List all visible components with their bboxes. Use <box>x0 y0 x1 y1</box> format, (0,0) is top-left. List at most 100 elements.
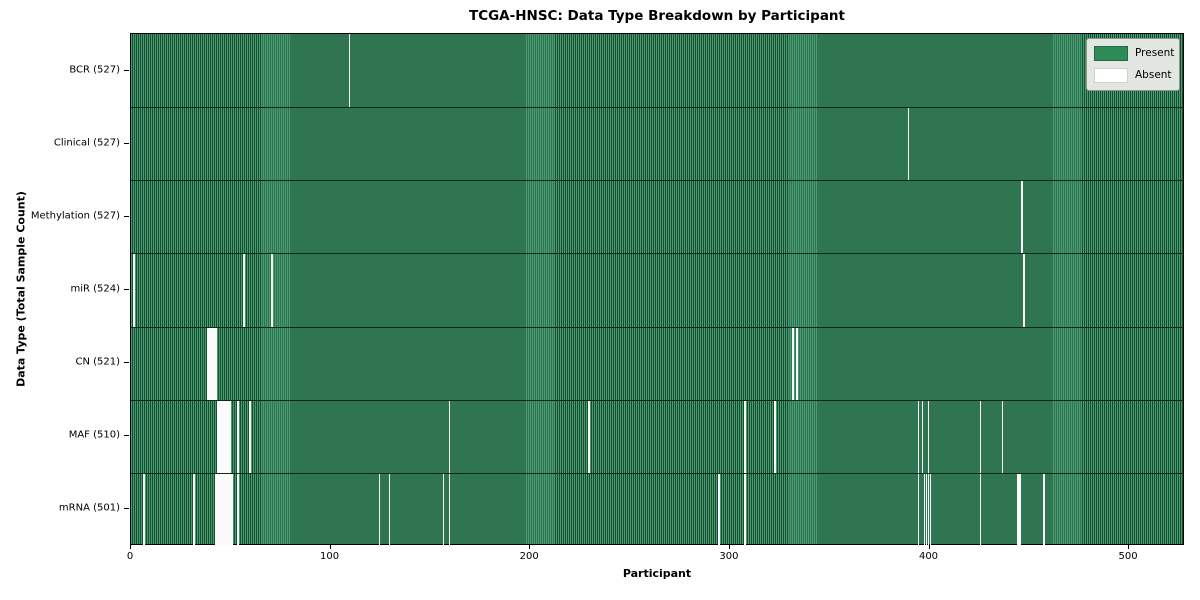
absent-line <box>927 472 930 546</box>
absent-line <box>388 472 391 546</box>
legend-item-present: Present <box>1094 46 1175 61</box>
absent-line <box>228 399 231 473</box>
y-tick-label: miR (524) <box>70 283 120 295</box>
x-tick <box>329 545 331 549</box>
y-tick <box>124 362 129 364</box>
absent-line <box>448 399 451 473</box>
absent-line <box>448 472 451 546</box>
y-tick-label: BCR (527) <box>69 64 120 76</box>
y-tick-label: CN (521) <box>75 356 120 368</box>
absent-line <box>588 399 590 473</box>
y-tick <box>124 142 129 144</box>
row-Methylation <box>131 180 1183 254</box>
absent-line <box>209 326 211 400</box>
absent-line <box>226 399 229 473</box>
absent-line <box>979 472 982 546</box>
absent-line <box>133 253 135 327</box>
absent-line <box>216 472 219 546</box>
absent-line <box>270 253 273 327</box>
absent-line <box>718 472 720 546</box>
absent-line <box>927 399 930 473</box>
absent-line <box>228 472 231 546</box>
y-tick <box>124 289 129 290</box>
y-tick-label: MAF (510) <box>68 429 120 441</box>
absent-line <box>907 107 910 181</box>
row-separator <box>131 326 1183 328</box>
x-tick <box>1128 545 1130 549</box>
absent-line <box>222 472 225 546</box>
absent-line <box>212 326 215 400</box>
legend-absent-swatch <box>1094 68 1128 83</box>
row-separator <box>131 472 1183 474</box>
y-tick <box>124 508 129 510</box>
absent-line <box>923 472 926 546</box>
absent-line <box>220 399 223 473</box>
row-CN <box>131 326 1183 400</box>
chart-title: TCGA-HNSC: Data Type Breakdown by Partic… <box>468 8 845 24</box>
row-BCR <box>131 34 1183 108</box>
absent-line <box>236 399 239 473</box>
absent-line <box>979 399 982 473</box>
x-tick-label: 400 <box>918 551 939 562</box>
y-tick <box>124 69 129 71</box>
plot-area <box>130 33 1184 546</box>
absent-line <box>222 399 225 473</box>
absent-line <box>1021 180 1024 254</box>
legend-present-swatch <box>1094 46 1128 61</box>
absent-line <box>216 399 219 473</box>
row-separator <box>131 399 1183 401</box>
absent-line <box>236 472 239 546</box>
y-tick-label: mRNA (501) <box>58 502 120 514</box>
absent-line <box>917 399 920 473</box>
absent-line <box>224 399 227 473</box>
absent-line <box>743 399 746 473</box>
x-tick-label: 0 <box>126 551 134 562</box>
x-tick <box>928 545 930 549</box>
y-tick-label: Clinical (527) <box>53 137 120 149</box>
absent-line <box>1001 399 1004 473</box>
legend: Present Absent <box>1086 38 1180 91</box>
absent-line <box>218 399 221 473</box>
x-tick <box>529 545 531 549</box>
absent-line <box>193 472 195 546</box>
absent-line <box>378 472 381 546</box>
row-mRNA <box>131 472 1183 546</box>
absent-line <box>773 399 776 473</box>
x-tick <box>728 545 730 549</box>
absent-line <box>921 399 924 473</box>
legend-item-absent: Absent <box>1094 68 1172 83</box>
legend-present-label: Present <box>1135 47 1175 59</box>
absent-line <box>207 326 209 400</box>
row-separator <box>131 253 1183 255</box>
x-tick-label: 500 <box>1118 551 1138 562</box>
y-tick-label: Methylation (527) <box>30 210 120 222</box>
absent-line <box>1043 472 1046 546</box>
absent-line <box>348 34 351 108</box>
absent-line <box>248 399 251 473</box>
row-separator <box>131 107 1183 109</box>
absent-line <box>791 326 794 400</box>
absent-line <box>226 472 229 546</box>
absent-line <box>442 472 445 546</box>
y-tick <box>124 435 129 437</box>
legend-absent-label: Absent <box>1135 69 1172 81</box>
x-tick-label: 300 <box>719 551 739 562</box>
absent-line <box>218 472 221 546</box>
absent-line <box>1023 253 1026 327</box>
absent-line <box>143 472 145 546</box>
x-axis-label: Participant <box>622 567 692 580</box>
row-MAF <box>131 399 1183 473</box>
x-tick-label: 100 <box>320 551 340 562</box>
row-Clinical <box>131 107 1183 181</box>
absent-line <box>242 253 245 327</box>
absent-line <box>211 326 213 400</box>
x-tick <box>130 545 131 549</box>
absent-line <box>220 472 223 546</box>
row-miR <box>131 253 1183 327</box>
absent-line <box>795 326 798 400</box>
absent-line <box>214 326 217 400</box>
absent-line <box>224 472 227 546</box>
absent-line <box>929 472 932 546</box>
absent-line <box>925 472 928 546</box>
